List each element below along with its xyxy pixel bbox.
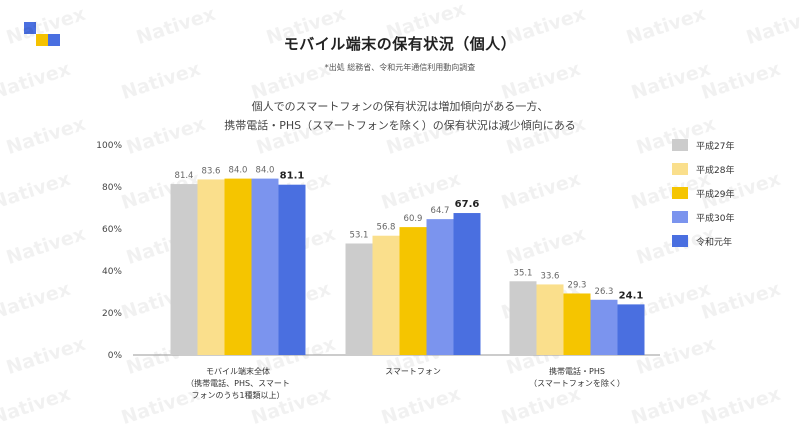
legend-label: 令和元年 xyxy=(696,237,733,248)
bar xyxy=(372,235,400,355)
legend-item: 平成27年 xyxy=(672,133,734,157)
bar-value-label: 24.1 xyxy=(619,290,644,301)
x-tick-label-line: モバイル端末全体 xyxy=(206,367,270,376)
bar xyxy=(536,284,564,355)
brand-logo-icon xyxy=(24,22,62,48)
x-tick-label-line: 携帯電話・PHS xyxy=(549,367,605,376)
y-tick-label: 40% xyxy=(102,267,122,277)
bar xyxy=(345,243,373,355)
bar-value-label: 35.1 xyxy=(514,268,533,278)
logo-square-blue-2 xyxy=(48,34,60,46)
legend-swatch xyxy=(672,163,688,175)
legend-label: 平成29年 xyxy=(696,189,735,200)
chart-subtitle: 個人でのスマートフォンの保有状況は増加傾向がある一方、 携帯電話・PHS（スマー… xyxy=(0,97,800,135)
legend-item: 平成28年 xyxy=(672,157,734,181)
bar xyxy=(224,178,252,355)
legend-label: 平成28年 xyxy=(696,165,735,176)
bar xyxy=(197,179,225,355)
bar-value-label: 64.7 xyxy=(431,206,450,216)
bar xyxy=(509,281,537,355)
bar-value-label: 60.9 xyxy=(404,214,423,224)
legend-item: 平成29年 xyxy=(672,181,734,205)
legend-swatch xyxy=(672,211,688,223)
y-tick-label: 80% xyxy=(102,183,122,193)
bar xyxy=(399,227,427,355)
legend-label: 平成30年 xyxy=(696,213,735,224)
bar-value-label: 81.1 xyxy=(280,171,305,182)
bar-chart: 0% 20% 40% 60% 80% 100% 81.4 83.6 84.0 84.0 81.1 53… xyxy=(96,141,660,361)
legend-label: 平成27年 xyxy=(696,141,735,152)
bar xyxy=(453,213,481,355)
x-tick-label-line: フォンのうち1種類以上） xyxy=(191,391,285,400)
bar-value-label: 84.0 xyxy=(229,166,248,176)
subtitle-line-1: 個人でのスマートフォンの保有状況は増加傾向がある一方、 xyxy=(251,100,549,113)
bar-value-label: 84.0 xyxy=(256,166,275,176)
bar-value-label: 53.1 xyxy=(350,230,369,240)
subtitle-line-2: 携帯電話・PHS（スマートフォンを除く）の保有状況は減少傾向にある xyxy=(224,119,576,132)
bar xyxy=(590,299,618,355)
bar xyxy=(170,184,198,355)
bar xyxy=(563,293,591,355)
y-tick-label: 60% xyxy=(102,225,122,235)
bar xyxy=(251,178,279,355)
legend-swatch xyxy=(672,187,688,199)
bar-value-label: 29.3 xyxy=(568,280,587,290)
legend-item: 令和元年 xyxy=(672,229,734,253)
bar-value-label: 33.6 xyxy=(541,271,560,281)
bar-value-label: 81.4 xyxy=(175,171,194,181)
bar-value-label: 26.3 xyxy=(595,287,614,297)
logo-square-blue xyxy=(24,22,36,34)
x-tick-label-line: （携帯電話、PHS、スマート xyxy=(186,379,290,388)
y-tick-label: 0% xyxy=(108,351,123,361)
bar xyxy=(278,184,306,355)
y-tick-label: 100% xyxy=(96,141,122,151)
x-tick-label: スマートフォン xyxy=(333,366,493,378)
bar-value-label: 83.6 xyxy=(202,166,221,176)
y-tick-label: 20% xyxy=(102,309,122,319)
legend-swatch xyxy=(672,235,688,247)
page-title: モバイル端末の保有状況（個人） xyxy=(283,35,517,53)
x-tick-label: モバイル端末全体 （携帯電話、PHS、スマート フォンのうち1種類以上） xyxy=(158,366,318,402)
x-tick-label-line: （スマートフォンを除く） xyxy=(529,379,625,388)
source-note: *出処 総務省、令和元年通信利用動向調査 xyxy=(324,63,476,72)
x-tick-label: 携帯電話・PHS （スマートフォンを除く） xyxy=(497,366,657,390)
bar xyxy=(426,219,454,355)
legend-swatch xyxy=(672,139,688,151)
legend-item: 平成30年 xyxy=(672,205,734,229)
logo-square-yellow xyxy=(36,34,48,46)
chart-legend: 平成27年平成28年平成29年平成30年令和元年 xyxy=(672,133,734,253)
x-tick-label-line: スマートフォン xyxy=(385,367,441,376)
bar-value-label: 67.6 xyxy=(455,199,480,210)
bar xyxy=(617,304,645,355)
bar-value-label: 56.8 xyxy=(377,223,396,233)
